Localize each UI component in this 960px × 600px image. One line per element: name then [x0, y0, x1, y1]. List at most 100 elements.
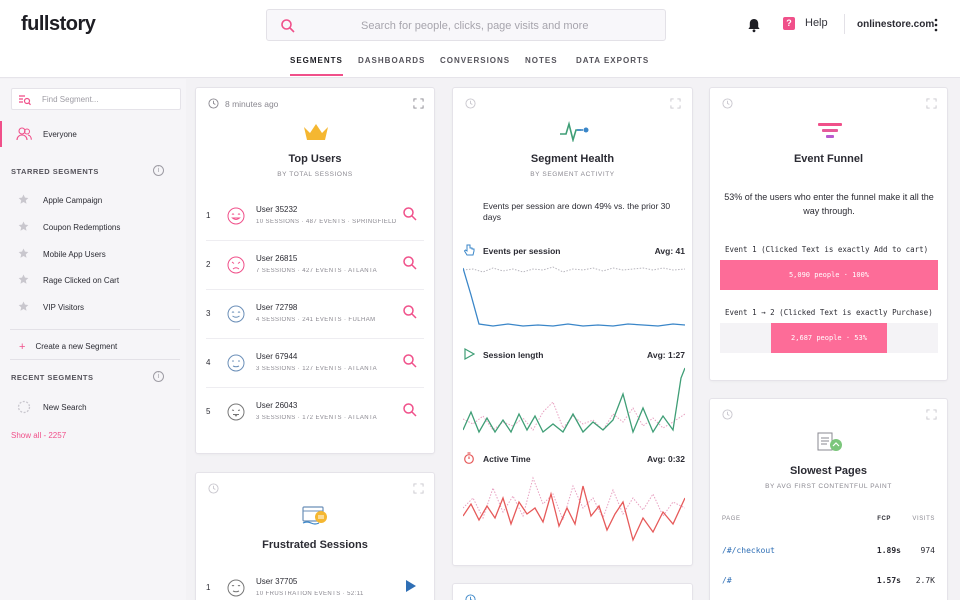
fullstory-logo[interactable]: fullstory [21, 13, 96, 35]
user-name: User 37705 [256, 577, 298, 586]
clock-icon [465, 98, 476, 109]
user-meta: 7 SESSIONS · 427 EVENTS · ATLANTA [256, 268, 378, 274]
expand-icon[interactable] [413, 98, 424, 109]
search-placeholder: Search for people, clicks, page visits a… [361, 20, 589, 32]
user-row[interactable]: 3 User 72798 4 SESSIONS · 241 EVENTS · F… [206, 290, 424, 339]
tab-data-exports[interactable]: DATA EXPORTS [576, 56, 650, 65]
starred-segment-item[interactable]: Mobile App Users [0, 244, 186, 264]
create-segment-label: Create a new Segment [35, 342, 118, 351]
search-icon [281, 19, 295, 33]
user-row[interactable]: 1 User 37705 10 FRUSTRATION EVENTS · 52:… [206, 564, 424, 600]
info-icon[interactable]: i [153, 165, 164, 176]
table-row[interactable]: /# 1.57s 2.7K [710, 576, 947, 590]
table-row[interactable]: /#/checkout 1.89s 974 [710, 546, 947, 560]
create-segment-button[interactable]: + Create a new Segment [19, 340, 118, 353]
neutral-face-icon [227, 354, 245, 372]
user-name: User 35232 [256, 205, 298, 214]
user-row[interactable]: 4 User 67944 3 SESSIONS · 127 EVENTS · A… [206, 339, 424, 388]
starred-segment-item[interactable]: VIP Visitors [0, 297, 186, 317]
card-title: Event Funnel [793, 153, 864, 165]
segment-label: Mobile App Users [43, 250, 106, 259]
star-icon [18, 194, 29, 204]
user-row[interactable]: 5 User 26043 3 SESSIONS · 172 EVENTS · A… [206, 388, 424, 437]
user-meta: 10 FRUSTRATION EVENTS · 52:11 [256, 591, 364, 597]
card-subtitle: BY AVG FIRST CONTENTFUL PAINT [765, 483, 892, 490]
user-meta: 10 SESSIONS · 487 EVENTS · SPRINGFIELD [256, 219, 397, 225]
info-icon[interactable]: i [153, 371, 164, 382]
header-divider [844, 14, 845, 34]
metric-name: Events per session [483, 246, 561, 256]
expand-icon[interactable] [413, 483, 424, 494]
user-row[interactable]: 2 User 26815 7 SESSIONS · 427 EVENTS · A… [206, 241, 424, 290]
starred-segment-item[interactable]: Coupon Redemptions [0, 217, 186, 237]
user-rank: 3 [206, 309, 211, 318]
find-segment-placeholder: Find Segment... [42, 95, 99, 104]
expand-icon[interactable] [670, 98, 681, 109]
sidebar-divider [10, 329, 180, 330]
user-name: User 72798 [256, 303, 298, 312]
play-icon[interactable] [402, 578, 418, 594]
more-options-icon[interactable] [934, 18, 938, 32]
segment-everyone[interactable]: Everyone [0, 121, 186, 147]
clock-icon [722, 98, 733, 109]
tab-segments[interactable]: SEGMENTS [290, 56, 343, 76]
pulse-icon [560, 120, 589, 142]
segment-label: Everyone [43, 130, 77, 139]
user-meta: 4 SESSIONS · 241 EVENTS · FULHAM [256, 317, 376, 323]
user-name: User 26043 [256, 401, 298, 410]
account-name[interactable]: onlinestore.com [857, 19, 935, 30]
page-path: /# [722, 576, 732, 585]
search-icon[interactable] [402, 402, 418, 418]
help-link[interactable]: Help [805, 17, 828, 29]
metric-events-per-session[interactable]: Events per session Avg: 41 [463, 244, 685, 258]
segment-label: Rage Clicked on Cart [43, 276, 120, 285]
card-title: Frustrated Sessions [262, 539, 368, 551]
neutral-face-icon [227, 579, 245, 597]
event-funnel-card: Event Funnel 53% of the users who enter … [709, 87, 948, 381]
segments-sidebar: Find Segment... Everyone STARRED SEGMENT… [0, 79, 186, 600]
funnel-step-track[interactable]: 2,687 people · 53% [720, 323, 938, 353]
clock-icon [208, 483, 219, 494]
starred-segment-item[interactable]: Rage Clicked on Cart [0, 270, 186, 290]
metric-session-length[interactable]: Session length Avg: 1:27 [463, 348, 685, 362]
search-icon[interactable] [402, 255, 418, 271]
expand-icon[interactable] [926, 98, 937, 109]
user-rank: 4 [206, 358, 211, 367]
starred-segment-item[interactable]: Apple Campaign [0, 190, 186, 210]
recent-segment-item[interactable]: New Search [43, 403, 87, 412]
user-rank: 1 [206, 211, 211, 220]
tab-conversions[interactable]: CONVERSIONS [440, 56, 511, 65]
show-all-link[interactable]: Show all - 2257 [11, 431, 67, 440]
clock-icon [722, 409, 733, 420]
search-icon[interactable] [402, 353, 418, 369]
frustrated-sessions-card: Frustrated Sessions 1 User 37705 10 FRUS… [195, 472, 435, 600]
starred-segments-heading: STARRED SEGMENTS [11, 167, 99, 176]
user-rank: 1 [206, 583, 211, 592]
expand-icon[interactable] [926, 409, 937, 420]
spinner-icon [17, 400, 31, 414]
stopwatch-icon [464, 452, 474, 464]
segment-label: Coupon Redemptions [43, 223, 121, 232]
clock-icon [208, 98, 219, 109]
page-fcp: 1.57s [876, 576, 901, 585]
search-icon[interactable] [402, 206, 418, 222]
active-time-sparkline [463, 476, 685, 542]
bell-icon[interactable] [746, 17, 762, 33]
sad-face-icon [227, 256, 245, 274]
column-header-fcp: FCP [877, 516, 891, 522]
smile-face-icon [227, 305, 245, 323]
column-header-visits: VISITS [912, 516, 935, 522]
funnel-step-track[interactable]: 5,090 people · 100% [720, 260, 938, 290]
funnel-step-label: Event 1 → 2 (Clicked Text is exactly Pur… [725, 308, 933, 317]
app-header: fullstory Search for people, clicks, pag… [0, 0, 960, 78]
find-segment-input[interactable]: Find Segment... [11, 88, 181, 110]
help-icon[interactable]: ? [783, 17, 795, 30]
sidebar-divider [10, 359, 180, 360]
global-search-input[interactable]: Search for people, clicks, page visits a… [266, 9, 666, 41]
tab-notes[interactable]: NOTES [525, 56, 558, 65]
user-row[interactable]: 1 User 35232 10 SESSIONS · 487 EVENTS · … [206, 192, 424, 241]
crown-icon [304, 124, 328, 140]
search-icon[interactable] [402, 304, 418, 320]
tab-dashboards[interactable]: DASHBOARDS [358, 56, 426, 65]
metric-active-time[interactable]: Active Time Avg: 0:32 [463, 452, 685, 466]
